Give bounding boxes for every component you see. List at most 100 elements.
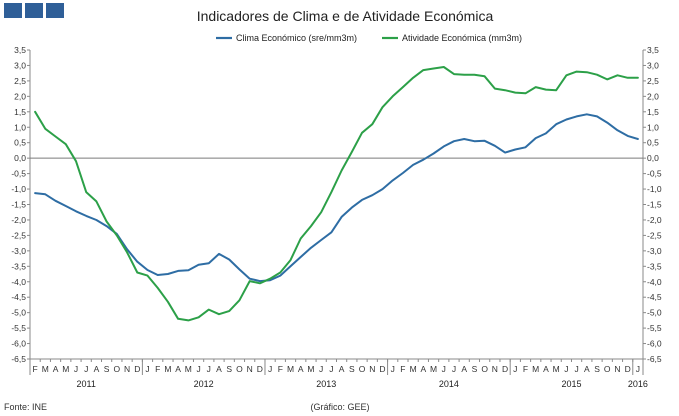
x-month-label: A — [94, 364, 100, 374]
logo-square-2 — [25, 3, 43, 18]
y-tick-label-right: 1,0 — [647, 122, 659, 132]
x-month-label: F — [278, 364, 283, 374]
y-tick-label-left: 1,5 — [14, 107, 26, 117]
x-month-label: M — [42, 364, 49, 374]
x-month-label: J — [319, 364, 323, 374]
x-month-label: F — [523, 364, 528, 374]
x-month-label: A — [421, 364, 427, 374]
y-tick-label-left: 3,0 — [14, 60, 26, 70]
series-lines — [34, 66, 639, 322]
x-month-label: J — [145, 364, 149, 374]
y-tick-label-right: 2,0 — [647, 91, 659, 101]
y-axis-left: 3,5 3,0 2,5 2,0 1,5 1,0 0,5 0,0 -0,5 -1,0 -1,5 -2,0… — [11, 45, 30, 364]
x-month-label: J — [564, 364, 568, 374]
y-tick-label-left: 0,0 — [14, 153, 26, 163]
x-month-label: O — [604, 364, 611, 374]
x-month-label: J — [391, 364, 395, 374]
x-month-label: J — [513, 364, 517, 374]
year-label: 2015 — [561, 379, 581, 389]
x-month-label: J — [196, 364, 200, 374]
x-month-label: D — [502, 364, 508, 374]
y-tick-label-right: 0,0 — [647, 153, 659, 163]
x-month-label: M — [62, 364, 69, 374]
x-month-label: J — [452, 364, 456, 374]
y-tick-label-right: 1,5 — [647, 107, 659, 117]
x-month-label: N — [492, 364, 498, 374]
y-tick-label-left: -6,0 — [11, 339, 26, 349]
x-month-label: J — [574, 364, 578, 374]
x-month-label: N — [124, 364, 130, 374]
x-month-label: J — [442, 364, 446, 374]
x-month-label: A — [298, 364, 304, 374]
x-month-label: O — [114, 364, 121, 374]
source-label: Fonte: INE — [4, 402, 47, 412]
x-month-label: O — [481, 364, 488, 374]
y-tick-label-right: -2,5 — [647, 230, 662, 240]
x-month-label: D — [625, 364, 631, 374]
y-tick-label-right: -0,5 — [647, 169, 662, 179]
x-month-label: J — [268, 364, 272, 374]
x-month-label: O — [359, 364, 366, 374]
x-month-label: J — [329, 364, 333, 374]
y-tick-label-left: -0,5 — [11, 169, 26, 179]
year-label: 2016 — [628, 379, 648, 389]
x-month-label: A — [53, 364, 59, 374]
y-tick-label-left: -2,5 — [11, 230, 26, 240]
y-tick-label-right: 0,5 — [647, 138, 659, 148]
x-month-label: J — [84, 364, 88, 374]
x-month-label: D — [379, 364, 385, 374]
x-month-label: O — [236, 364, 243, 374]
year-label: 2012 — [194, 379, 214, 389]
x-month-label: S — [594, 364, 600, 374]
x-month-label: S — [226, 364, 232, 374]
y-tick-label-right: -1,5 — [647, 200, 662, 210]
logo-square-3 — [46, 3, 64, 18]
legend: Clima Económico (sre/mm3m) Atividade Eco… — [216, 33, 522, 43]
y-tick-label-left: -2,0 — [11, 215, 26, 225]
y-tick-label-right: -2,0 — [647, 215, 662, 225]
series-line-clima — [34, 113, 639, 283]
y-tick-label-left: -6,5 — [11, 354, 26, 364]
x-month-label: A — [339, 364, 345, 374]
x-month-label: M — [410, 364, 417, 374]
y-tick-label-left: -3,5 — [11, 261, 26, 271]
legend-label-clima: Clima Económico (sre/mm3m) — [236, 33, 357, 43]
y-tick-label-right: -4,5 — [647, 292, 662, 302]
x-month-label: N — [614, 364, 620, 374]
x-month-label: F — [155, 364, 160, 374]
x-month-label: M — [553, 364, 560, 374]
x-month-label: M — [307, 364, 314, 374]
x-month-label: S — [472, 364, 478, 374]
x-month-label: A — [543, 364, 549, 374]
logo-square-1 — [4, 3, 22, 18]
y-tick-label-left: -3,0 — [11, 246, 26, 256]
gee-logo — [4, 3, 64, 18]
x-month-label: J — [636, 364, 640, 374]
chart-title: Indicadores de Clima e de Atividade Econ… — [197, 8, 494, 24]
x-month-label: F — [400, 364, 405, 374]
y-tick-label-right: 3,0 — [647, 60, 659, 70]
y-tick-label-right: -3,5 — [647, 261, 662, 271]
y-tick-label-right: -6,0 — [647, 339, 662, 349]
y-tick-label-right: 2,5 — [647, 76, 659, 86]
y-tick-label-left: 2,0 — [14, 91, 26, 101]
y-tick-label-left: 3,5 — [14, 45, 26, 55]
y-tick-label-left: 2,5 — [14, 76, 26, 86]
y-tick-label-right: -3,0 — [647, 246, 662, 256]
y-tick-label-left: -1,5 — [11, 200, 26, 210]
y-tick-label-left: 0,5 — [14, 138, 26, 148]
x-month-label: N — [247, 364, 253, 374]
gridlines — [29, 50, 644, 375]
y-tick-label-left: -5,0 — [11, 308, 26, 318]
legend-label-atividade: Atividade Económica (mm3m) — [402, 33, 522, 43]
x-month-label: D — [134, 364, 140, 374]
y-tick-label-left: -4,0 — [11, 277, 26, 287]
x-month-label: A — [584, 364, 590, 374]
x-month-label: F — [33, 364, 38, 374]
x-month-label: M — [287, 364, 294, 374]
y-tick-label-left: -1,0 — [11, 184, 26, 194]
y-tick-label-right: -5,0 — [647, 308, 662, 318]
y-tick-label-right: -4,0 — [647, 277, 662, 287]
